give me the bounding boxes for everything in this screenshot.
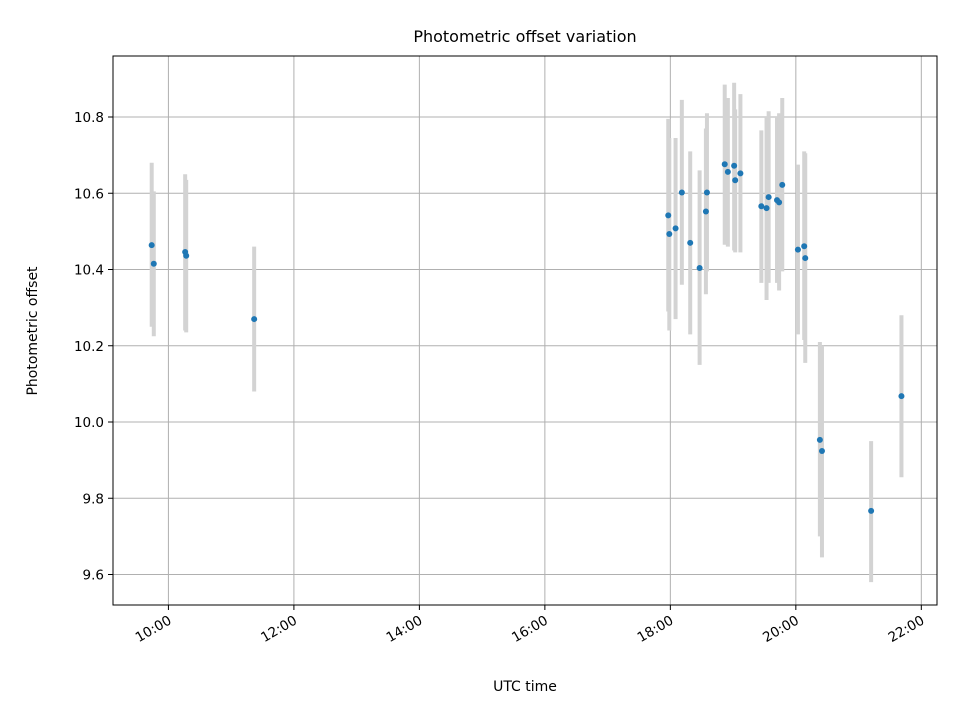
data-point (724, 168, 731, 175)
data-point (732, 177, 739, 184)
data-point (183, 252, 190, 259)
data-point (816, 436, 823, 443)
data-point (696, 264, 703, 271)
data-point (801, 243, 808, 250)
plot-frame (112, 55, 938, 606)
data-point (251, 316, 258, 323)
y-tick-label: 9.6 (83, 568, 104, 584)
chart-title: Photometric offset variation (413, 27, 636, 46)
data-point (758, 203, 765, 210)
data-point (703, 189, 710, 196)
data-point (672, 225, 679, 232)
data-point (731, 162, 738, 169)
data-point (794, 246, 801, 253)
data-point (898, 393, 905, 400)
data-point (687, 239, 694, 246)
data-point (665, 212, 672, 219)
data-point (763, 205, 770, 212)
data-point (737, 170, 744, 177)
data-point (721, 161, 728, 168)
data-point (678, 189, 685, 196)
data-point (868, 507, 875, 514)
point-layer (148, 161, 905, 514)
data-point (765, 194, 772, 201)
data-point (150, 260, 157, 267)
data-point (776, 199, 783, 206)
data-point (779, 181, 786, 188)
y-tick-label: 9.8 (83, 491, 104, 507)
y-tick-label: 10.2 (74, 339, 104, 355)
data-point (818, 447, 825, 454)
y-tick-label: 10.8 (74, 110, 104, 126)
data-point (702, 208, 709, 215)
y-tick-label: 10.0 (74, 415, 104, 431)
data-point (148, 242, 155, 249)
y-tick-label: 10.6 (74, 186, 104, 202)
data-point (666, 231, 673, 238)
y-axis-label: Photometric offset (25, 266, 41, 396)
y-tick-label: 10.4 (74, 263, 104, 279)
data-point (802, 255, 809, 262)
x-axis-label: UTC time (493, 679, 557, 695)
